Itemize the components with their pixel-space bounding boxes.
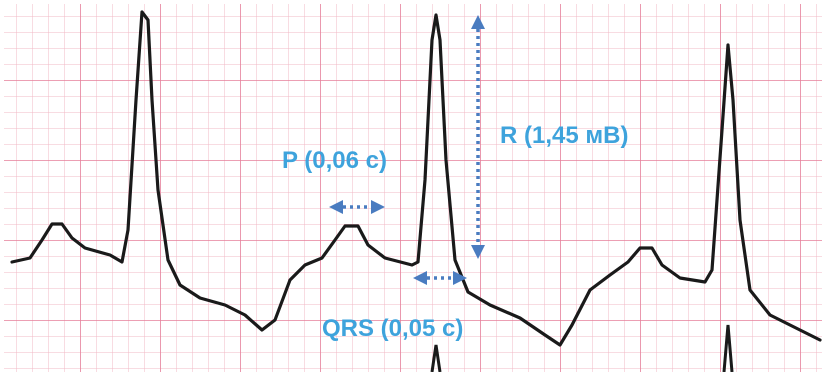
r-label: R (1,45 мВ) (500, 122, 628, 149)
p-label: P (0,06 с) (282, 147, 387, 174)
ecg-figure: P (0,06 с) R (1,45 мВ) QRS (0,05 с) (0, 0, 822, 372)
qrs-label: QRS (0,05 с) (322, 315, 463, 342)
